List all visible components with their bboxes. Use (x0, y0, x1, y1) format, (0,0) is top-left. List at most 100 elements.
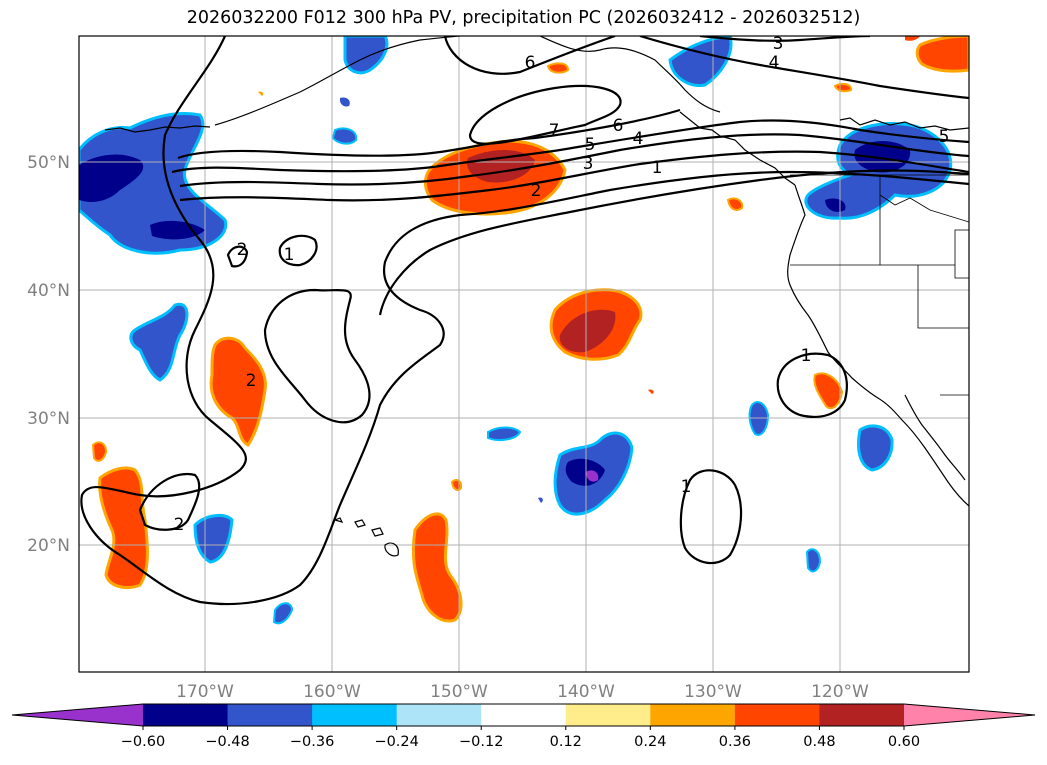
precip-region (915, 36, 969, 73)
colorbar-tick-label: −0.12 (459, 734, 503, 750)
pv-contour-1-south (679, 469, 743, 565)
pv-contour-4b (639, 36, 969, 100)
state-border (917, 265, 969, 329)
colorbar-segment (396, 704, 482, 726)
pv-contour-2-small (226, 245, 249, 268)
pv-contour-1 (278, 234, 318, 267)
colorbar-segment (143, 704, 229, 726)
pv-contour-6 (443, 36, 616, 75)
map-title: 2026032200 F012 300 hPa PV, precipitatio… (186, 8, 861, 28)
contour-label: 1 (681, 477, 692, 497)
coastline (787, 184, 969, 507)
precip-region (648, 389, 654, 394)
precip-region (258, 91, 264, 96)
contour-label: 6 (613, 116, 624, 136)
latitude-axis: 50°N 40°N 30°N 20°N (27, 153, 70, 556)
pv-contour-1-east (776, 352, 848, 418)
coastline (904, 394, 966, 481)
contour-label: 1 (652, 158, 663, 178)
colorbar-segment (481, 704, 567, 726)
precip-region (339, 97, 350, 107)
precip-region (91, 441, 108, 462)
pv-contour-2 (80, 36, 969, 606)
pv-contour-5 (171, 119, 969, 174)
precip-region (813, 372, 844, 410)
precip-region (98, 466, 149, 589)
longitude-label: 150°W (430, 682, 488, 702)
coastline (839, 117, 969, 131)
coastline (539, 36, 721, 113)
precip-region (487, 426, 522, 441)
colorbar-segment (734, 704, 820, 726)
longitude-label: 160°W (303, 682, 361, 702)
colorbar-tick-label: 0.36 (719, 734, 751, 750)
contour-label: 5 (585, 135, 596, 155)
state-border (954, 265, 969, 279)
colorbar-segment (312, 704, 398, 726)
coastline (384, 542, 399, 557)
contour-label: 7 (549, 121, 560, 141)
precip-region (538, 497, 543, 503)
longitude-label: 120°W (811, 682, 869, 702)
coastline (333, 517, 344, 523)
contour-label: 1 (284, 245, 295, 265)
precip-region (411, 512, 463, 623)
colorbar-tick-label: −0.24 (374, 734, 418, 750)
precip-region (79, 111, 228, 255)
precip-region (193, 513, 234, 564)
longitude-label: 130°W (684, 682, 742, 702)
precip-region (450, 479, 463, 491)
coastline (354, 519, 366, 528)
precip-region (805, 548, 822, 573)
state-border (879, 194, 969, 223)
colorbar-segment (227, 704, 313, 726)
pv-contours (80, 36, 969, 606)
colorbar: −0.60 −0.48 −0.36 −0.24 −0.12 0.12 0.24 0.36 0.4… (11, 703, 1036, 750)
contour-label: 5 (939, 127, 950, 147)
negative-precip-regions (79, 36, 953, 625)
longitude-axis: 170°W 160°W 150°W 140°W 130°W 120°W (176, 682, 869, 702)
colorbar-segment (819, 704, 905, 726)
colorbar-tick-label: 0.48 (803, 734, 835, 750)
map-area: 7 6 6 5 5 4 4 3 3 2 2 2 2 1 1 1 1 (79, 34, 969, 672)
contour-label: 2 (237, 240, 248, 260)
contour-label: 3 (773, 34, 784, 54)
colorbar-tick-label: 0.24 (634, 734, 666, 750)
colorbar-extend-min (12, 704, 143, 726)
latitude-label: 50°N (27, 153, 70, 173)
gridlines (79, 36, 969, 672)
pv-contour-4 (179, 133, 969, 188)
contour-label: 2 (174, 515, 185, 535)
latitude-label: 30°N (27, 409, 70, 429)
colorbar-tick-label: −0.36 (290, 734, 334, 750)
contour-label: 4 (769, 53, 780, 73)
contour-label: 4 (633, 129, 644, 149)
contour-label: 3 (583, 154, 594, 174)
contour-label: 2 (246, 371, 257, 391)
precip-region (586, 470, 599, 482)
contour-label: 1 (801, 346, 812, 366)
colorbar-tick-label: −0.60 (121, 734, 165, 750)
contour-label: 2 (531, 181, 542, 201)
precip-region (331, 127, 358, 145)
longitude-label: 140°W (557, 682, 615, 702)
precip-region (905, 36, 920, 41)
state-border (790, 229, 969, 266)
pv-contour-3 (179, 150, 969, 202)
precip-region (272, 602, 294, 625)
contour-label: 6 (525, 53, 536, 73)
precip-region (854, 141, 911, 173)
latitude-label: 40°N (27, 281, 70, 301)
precip-region (150, 220, 205, 240)
coastline (104, 125, 211, 133)
colorbar-extend-max (904, 704, 1035, 726)
colorbar-tick-label: −0.48 (205, 734, 249, 750)
colorbar-tick-label: 0.12 (550, 734, 582, 750)
longitude-label: 170°W (176, 682, 234, 702)
precip-region (129, 302, 189, 382)
precip-region (726, 197, 744, 211)
precip-region (857, 424, 894, 472)
contour-labels: 7 6 6 5 5 4 4 3 3 2 2 2 2 1 1 1 1 (174, 34, 950, 535)
colorbar-segment (565, 704, 651, 726)
